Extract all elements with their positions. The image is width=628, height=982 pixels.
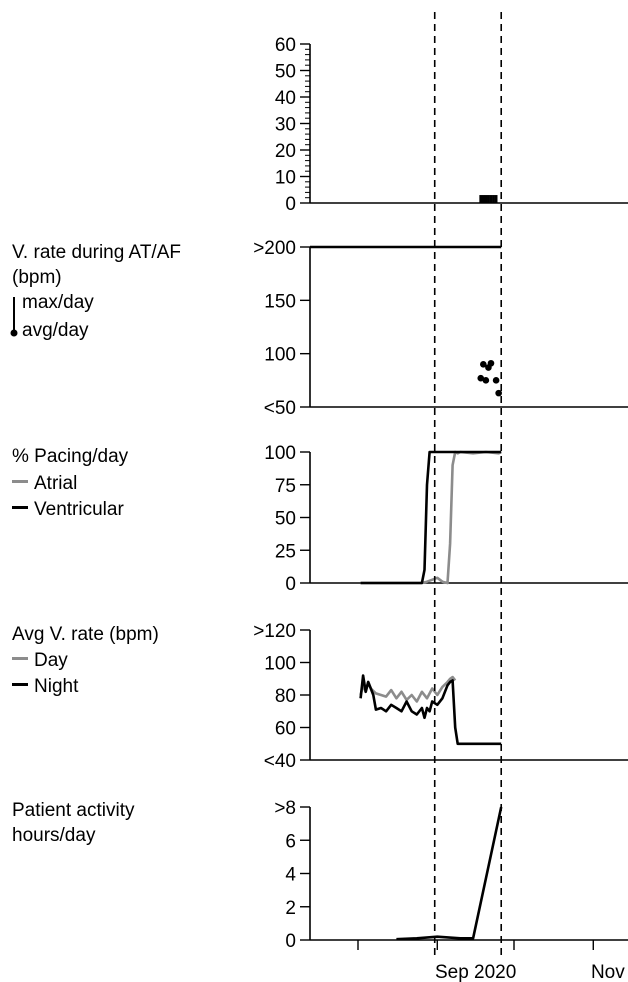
- avgv-panel-title: Avg V. rate (bpm): [12, 624, 159, 645]
- legend-night-swatch: [12, 683, 28, 687]
- bar: [494, 195, 498, 203]
- legend-day-label: Day: [34, 650, 68, 671]
- series-line-night: [359, 674, 502, 746]
- legend-atrial-swatch: [12, 480, 28, 484]
- activity-panel-title-line2: hours/day: [12, 825, 96, 846]
- y-tick-label: 30: [275, 115, 296, 136]
- series-line-atrial: [360, 450, 502, 585]
- y-tick-label: 4: [285, 865, 296, 886]
- avg-per-day-point: [487, 359, 495, 367]
- y-tick-label: >200: [253, 238, 296, 259]
- x-tick-label: Sep 2020: [435, 962, 516, 982]
- y-tick-label: 50: [275, 62, 296, 83]
- legend-ventricular-label: Ventricular: [34, 499, 124, 520]
- bar: [492, 195, 495, 203]
- y-tick-label: 2: [285, 898, 296, 919]
- legend-atrial-label: Atrial: [34, 473, 78, 494]
- pacing-panel-title: % Pacing/day: [12, 446, 129, 467]
- avg-per-day-point: [482, 377, 490, 384]
- avg-per-day-point: [480, 361, 487, 368]
- legend-pin-icon: [10, 294, 20, 337]
- legend-ventricular: Ventricular: [12, 497, 124, 522]
- y-tick-label: 20: [275, 141, 296, 162]
- legend-day: Day: [12, 648, 68, 673]
- y-tick-label: 50: [275, 509, 296, 530]
- y-tick-label: 0: [285, 574, 296, 595]
- y-tick-label: 75: [275, 476, 296, 497]
- pin-icon: [10, 294, 20, 337]
- legend-atrial: Atrial: [12, 471, 77, 496]
- y-tick-label: >8: [274, 798, 296, 819]
- y-tick-label: 150: [264, 291, 296, 312]
- y-tick-label: 40: [275, 88, 296, 109]
- legend-day-swatch: [12, 657, 28, 661]
- legend-avg-day: avg/day: [22, 320, 89, 341]
- y-tick-label: 80: [275, 686, 296, 707]
- y-tick-label: 0: [285, 194, 296, 215]
- bar: [489, 195, 493, 203]
- activity-panel-title-line1: Patient activity: [12, 800, 135, 821]
- y-tick-label: <40: [264, 751, 296, 772]
- y-tick-label: 100: [264, 654, 296, 675]
- bar: [479, 195, 483, 203]
- legend-night-label: Night: [34, 676, 79, 697]
- series-line-activity: [396, 806, 503, 941]
- y-tick-label: 100: [264, 443, 296, 464]
- legend-night: Night: [12, 674, 78, 699]
- bar: [481, 195, 485, 203]
- y-tick-label: 10: [275, 168, 296, 189]
- avg-per-day-point: [477, 374, 485, 382]
- bar: [484, 195, 488, 203]
- y-tick-label: 100: [264, 345, 296, 366]
- y-tick-label: 0: [285, 931, 296, 952]
- legend-ventricular-swatch: [12, 506, 28, 510]
- vrate-panel-title-line2: (bpm): [12, 267, 62, 288]
- series-line-ventricular: [360, 450, 502, 585]
- y-tick-label: 6: [285, 831, 296, 852]
- bar: [487, 195, 490, 203]
- legend-max-day: max/day: [22, 292, 94, 313]
- vrate-panel-title-line1: V. rate during AT/AF: [12, 242, 181, 263]
- y-tick-label: 25: [275, 541, 296, 562]
- y-tick-label: <50: [264, 398, 296, 419]
- avg-per-day-point: [495, 389, 502, 397]
- y-tick-label: 60: [275, 35, 296, 56]
- x-tick-label: Nov 2020: [591, 962, 628, 982]
- avg-per-day-point: [492, 377, 500, 384]
- y-tick-label: 60: [275, 719, 296, 740]
- y-tick-label: >120: [253, 621, 296, 642]
